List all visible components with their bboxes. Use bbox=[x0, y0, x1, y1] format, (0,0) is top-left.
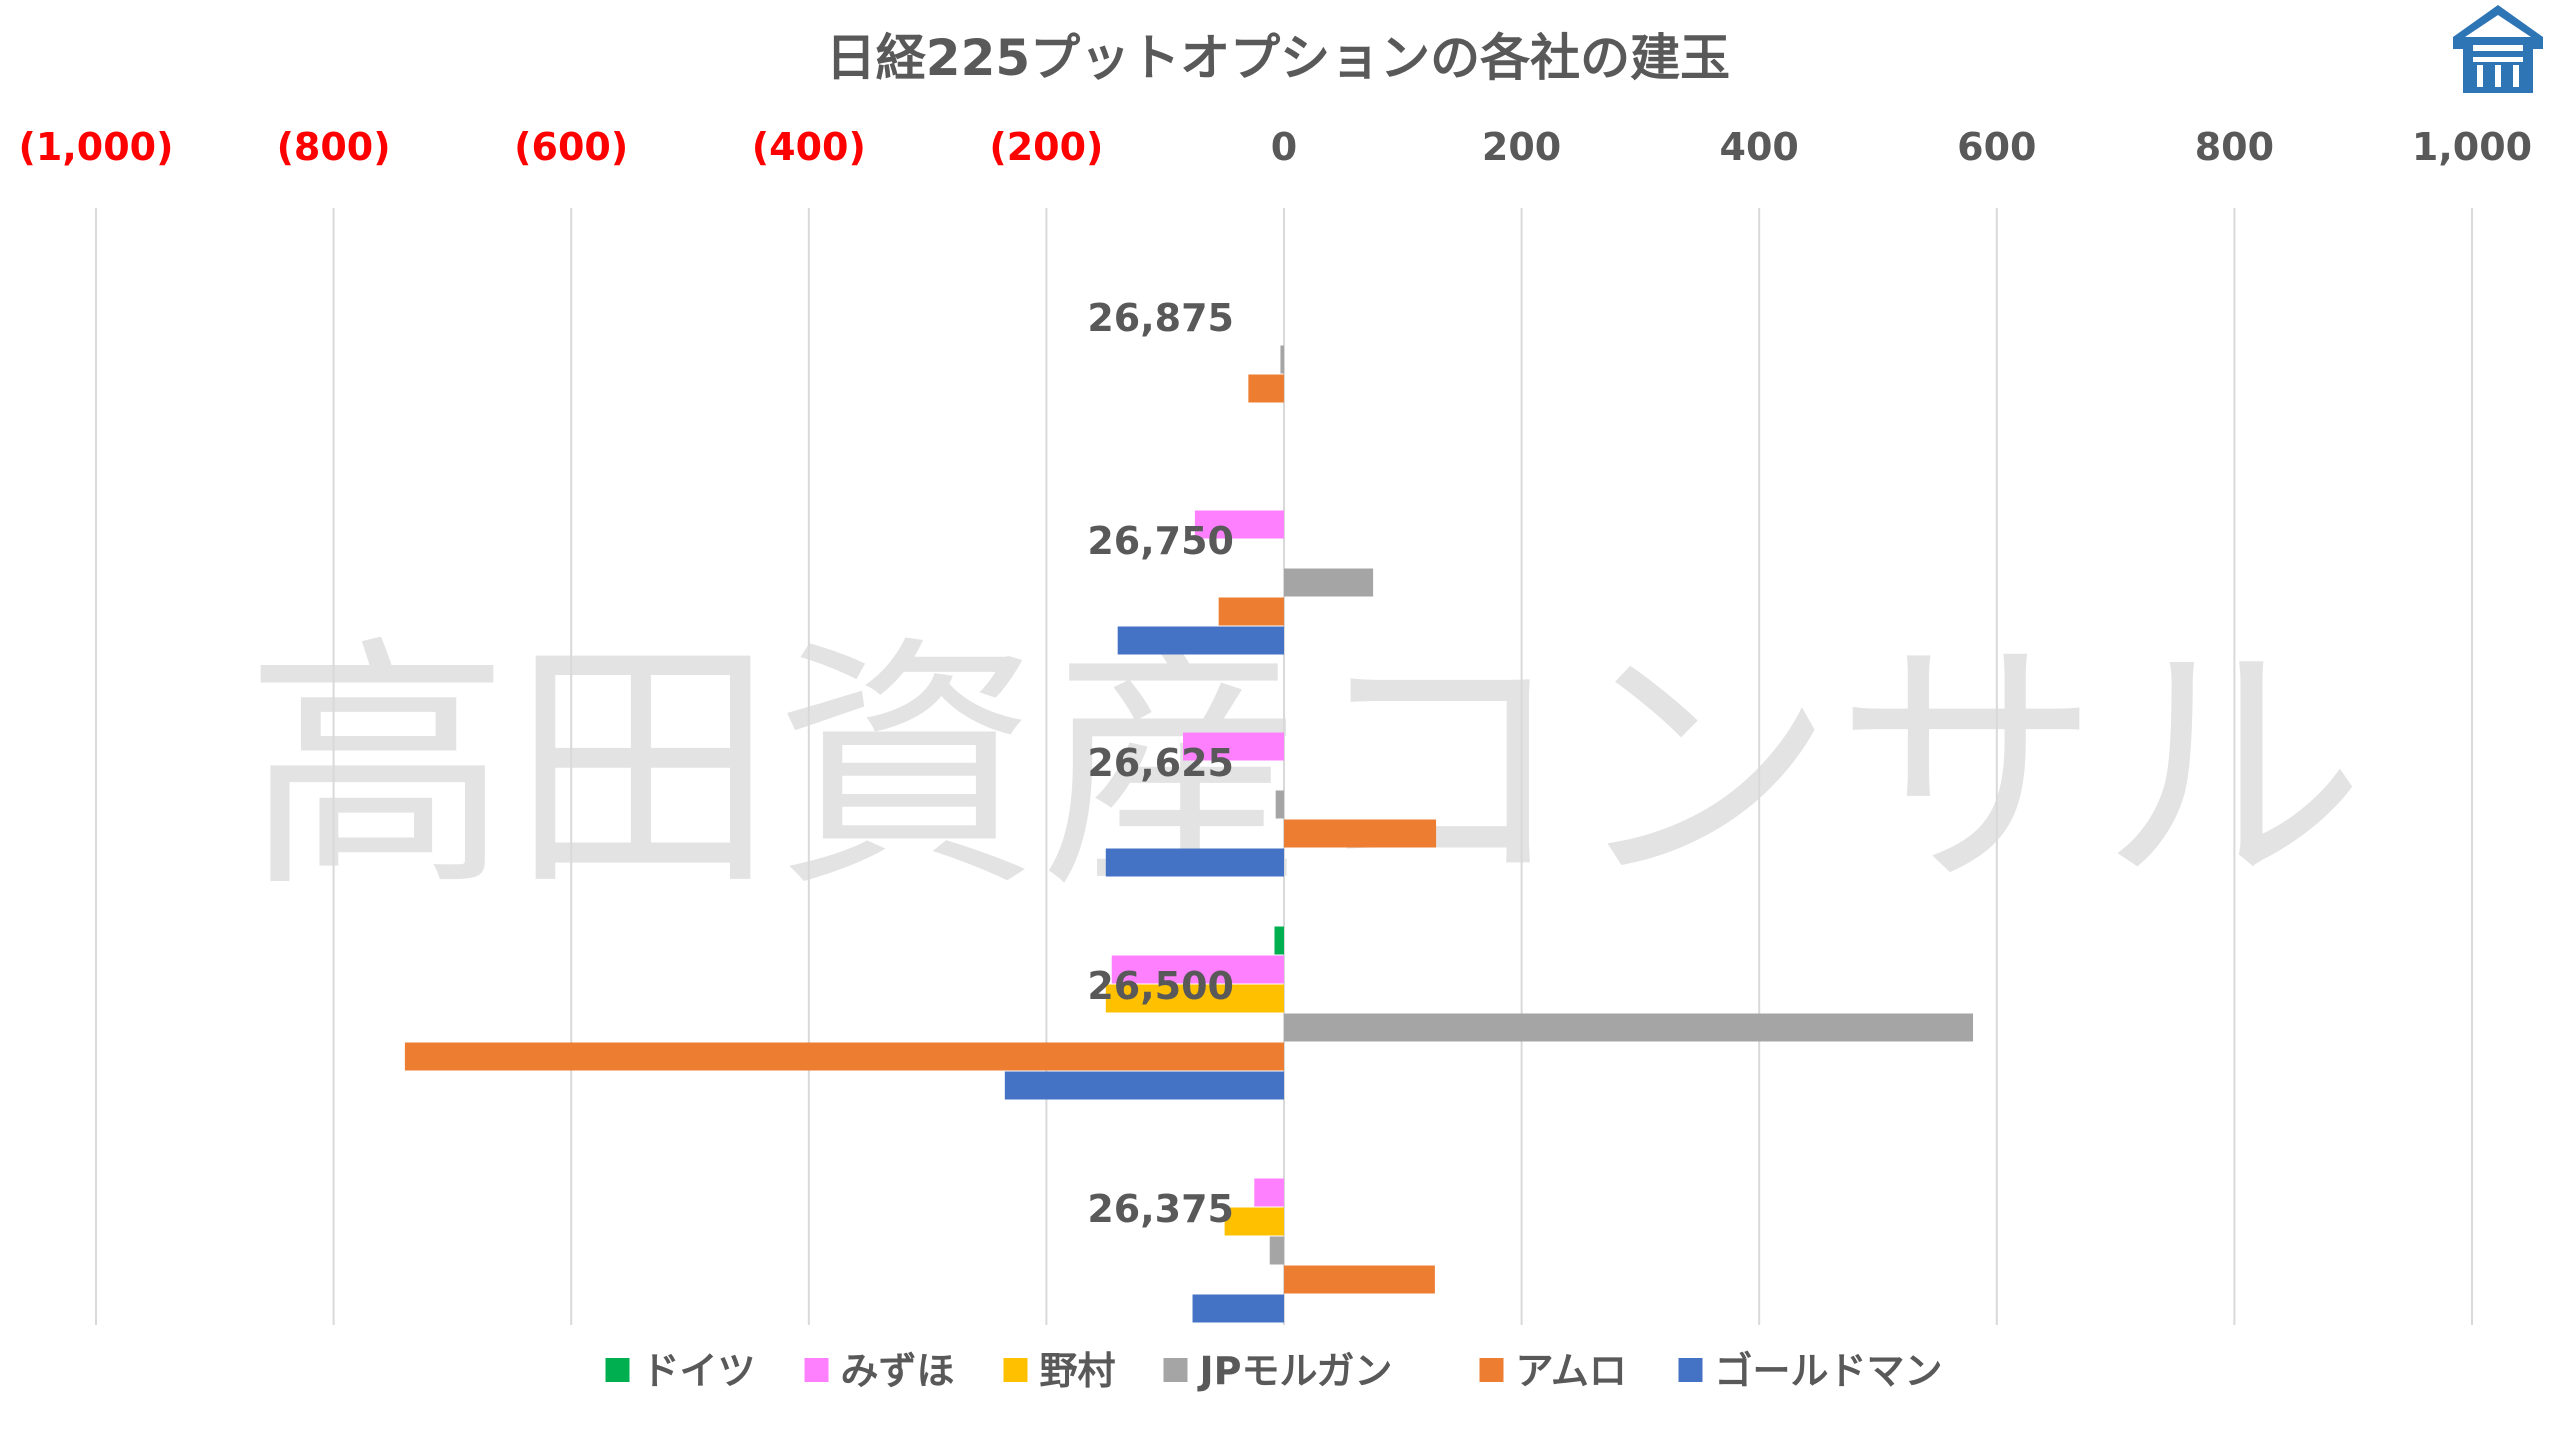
bar-みずほ-26,750 bbox=[1194, 510, 1284, 539]
bar-アムロ-26,375 bbox=[1284, 1265, 1435, 1294]
legend-label: JPモルガン bbox=[1197, 1349, 1393, 1393]
legend-label: 野村 bbox=[1040, 1349, 1116, 1393]
legend-swatch bbox=[1479, 1358, 1504, 1382]
x-tick-label: 1,000 bbox=[2412, 125, 2532, 169]
bar-みずほ-26,500 bbox=[1111, 955, 1284, 984]
legend-label: ドイツ bbox=[642, 1349, 756, 1393]
category-label: 26,375 bbox=[1087, 1187, 1234, 1231]
bar-ドイツ-26,500 bbox=[1274, 926, 1284, 955]
x-tick-label: (600) bbox=[514, 125, 628, 169]
x-tick-label: (200) bbox=[989, 125, 1103, 169]
company-logo-icon bbox=[2453, 5, 2543, 93]
legend-swatch bbox=[1678, 1358, 1703, 1382]
bar-JPモルガン-26,375 bbox=[1269, 1236, 1284, 1265]
category-labels: 26,875 26,750 26,625 26,500 26,375 bbox=[1087, 296, 1234, 1231]
bar-JPモルガン-26,750 bbox=[1284, 568, 1374, 597]
legend-label: アムロ bbox=[1516, 1349, 1627, 1393]
x-tick-label: 0 bbox=[1271, 125, 1297, 169]
bar-JPモルガン-26,875 bbox=[1280, 345, 1284, 374]
x-axis-ticks: (1,000) (800) (600) (400) (200) 0 200 400 600 800… bbox=[19, 125, 2533, 169]
bar-ゴールドマン-26,625 bbox=[1105, 848, 1284, 877]
bar-アムロ-26,625 bbox=[1284, 819, 1437, 848]
watermark-text: 高田資産コンサル bbox=[245, 615, 2365, 923]
legend-label: ゴールドマン bbox=[1715, 1349, 1943, 1393]
x-tick-label: (400) bbox=[752, 125, 866, 169]
x-tick-label: 800 bbox=[2195, 125, 2274, 169]
bar-JPモルガン-26,500 bbox=[1284, 1013, 1974, 1042]
category-label: 26,625 bbox=[1087, 741, 1234, 785]
legend-swatch bbox=[605, 1358, 630, 1382]
legend-label: みずほ bbox=[841, 1349, 955, 1393]
chart-title: 日経225プットオプションの各社の建玉 bbox=[826, 29, 1730, 87]
bar-野村-26,500 bbox=[1105, 984, 1284, 1013]
x-tick-label: (800) bbox=[277, 125, 391, 169]
category-label: 26,750 bbox=[1087, 519, 1234, 563]
legend-swatch bbox=[1003, 1358, 1028, 1382]
x-tick-label: 200 bbox=[1482, 125, 1561, 169]
bar-みずほ-26,375 bbox=[1254, 1178, 1284, 1207]
gridlines bbox=[95, 208, 2473, 1325]
bar-アムロ-26,500 bbox=[404, 1042, 1284, 1071]
bar-みずほ-26,625 bbox=[1183, 732, 1284, 761]
legend-swatch bbox=[1163, 1358, 1188, 1382]
x-tick-label: 600 bbox=[1957, 125, 2036, 169]
bar-ゴールドマン-26,750 bbox=[1117, 626, 1284, 655]
bar-JPモルガン-26,625 bbox=[1275, 790, 1284, 819]
bar-野村-26,375 bbox=[1224, 1207, 1284, 1236]
bar-ゴールドマン-26,500 bbox=[1004, 1071, 1284, 1100]
bar-アムロ-26,875 bbox=[1248, 374, 1284, 403]
legend-swatch bbox=[804, 1358, 829, 1382]
legend: ドイツ みずほ 野村 JPモルガン アムロ ゴールドマン bbox=[605, 1349, 1943, 1393]
category-label: 26,500 bbox=[1087, 964, 1234, 1008]
x-tick-label: 400 bbox=[1720, 125, 1799, 169]
bars bbox=[404, 345, 1974, 1323]
category-label: 26,875 bbox=[1087, 296, 1234, 340]
bar-ゴールドマン-26,375 bbox=[1192, 1294, 1284, 1323]
bar-アムロ-26,750 bbox=[1218, 597, 1284, 626]
x-tick-label: (1,000) bbox=[19, 125, 174, 169]
